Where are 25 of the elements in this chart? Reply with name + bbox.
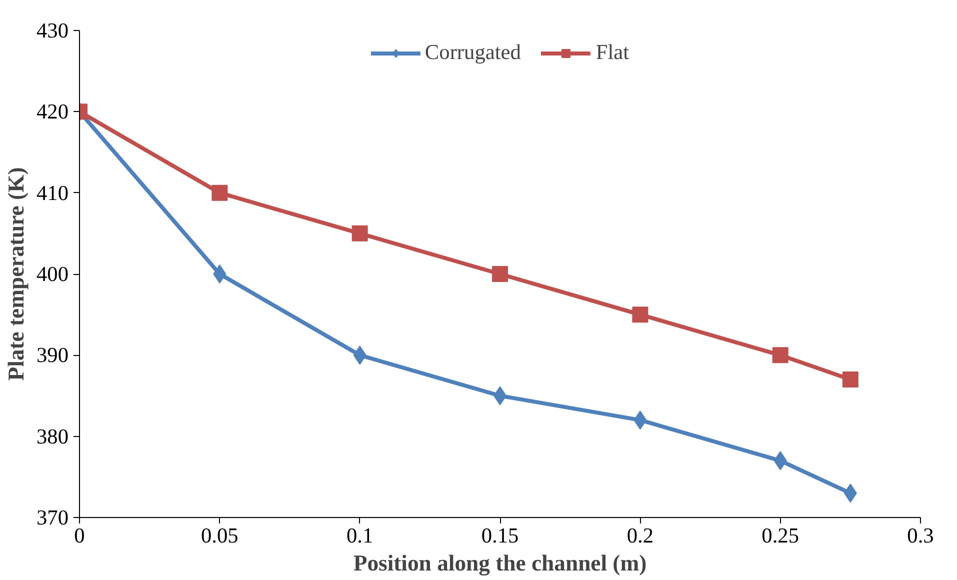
y-tick-label: 430 xyxy=(36,18,69,42)
x-tick-label: 0.1 xyxy=(346,524,374,548)
x-tick-label: 0.25 xyxy=(762,524,799,548)
y-tick-label: 410 xyxy=(36,180,69,205)
point xyxy=(632,306,648,323)
x-tick-label: 0.15 xyxy=(481,524,519,548)
point xyxy=(212,184,228,201)
point xyxy=(492,266,508,282)
y-tick-label: 390 xyxy=(36,343,69,368)
y-tick-label: 370 xyxy=(36,506,69,530)
x-tick-label: 0.3 xyxy=(907,524,934,548)
x-tick-label: 0.05 xyxy=(201,524,238,548)
x-axis-title: Position along the channel (m) xyxy=(353,550,647,576)
x-tick-label: 0 xyxy=(74,524,85,548)
point xyxy=(213,264,226,284)
point xyxy=(352,225,368,242)
point xyxy=(842,372,858,388)
y-tick-label: 380 xyxy=(36,424,69,448)
y-tick-label: 400 xyxy=(36,262,69,286)
y-tick-label: 420 xyxy=(36,100,69,124)
point xyxy=(772,347,788,364)
y-axis-title: Plate temperature (K) xyxy=(4,167,29,381)
legend-label: Flat xyxy=(596,40,630,65)
legend-label: Corrugated xyxy=(424,40,521,65)
x-tick-label: 0.2 xyxy=(626,524,654,548)
